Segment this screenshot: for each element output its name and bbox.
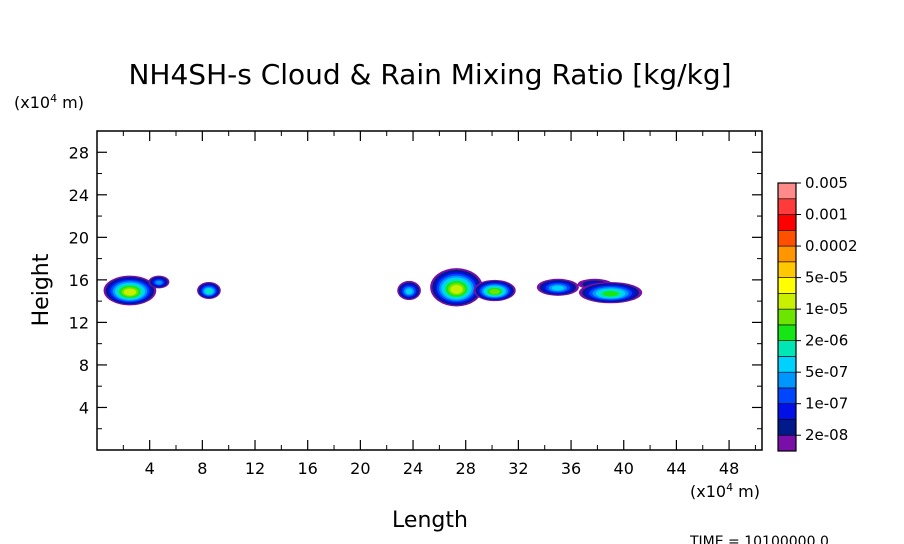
x-tick-label: 44 xyxy=(666,459,686,478)
y-tick-label: 8 xyxy=(79,356,89,375)
cloud-a xyxy=(103,275,157,306)
plot-frame xyxy=(96,130,763,451)
x-axis-unit: (x104 m) xyxy=(690,481,760,501)
cloud-contour xyxy=(155,280,163,285)
cloud-e xyxy=(430,268,483,307)
y-tick-label: 24 xyxy=(69,186,89,205)
x-axis-label: Length xyxy=(392,508,468,533)
x-tick-label: 36 xyxy=(561,459,581,478)
cloud-contour xyxy=(123,288,137,296)
cloud-d xyxy=(397,280,421,301)
colorbar-swatch xyxy=(777,229,797,247)
colorbar-frame xyxy=(777,182,797,452)
colorbar-swatch xyxy=(777,214,797,231)
x-tick-label: 32 xyxy=(508,459,528,478)
colorbar-swatch xyxy=(777,371,797,389)
cloud-b xyxy=(148,275,170,289)
x-tick-label: 48 xyxy=(719,459,739,478)
colorbar-swatch xyxy=(777,198,797,215)
colorbar-swatch xyxy=(777,308,797,326)
colorbar-swatch xyxy=(777,340,797,357)
y-axis-unit: (x104 m) xyxy=(14,92,84,112)
x-tick-label: 40 xyxy=(614,459,634,478)
x-tick-label: 12 xyxy=(245,459,265,478)
x-tick-label: 28 xyxy=(456,459,476,478)
y-tick-label: 20 xyxy=(69,228,89,247)
y-tick-label: 28 xyxy=(69,143,89,162)
cloud-i xyxy=(578,281,643,304)
colorbar-swatch xyxy=(777,434,797,452)
x-tick-label: 8 xyxy=(197,459,207,478)
cloud-contour xyxy=(489,289,500,295)
time-label: TIME = 10100000.0 xyxy=(689,534,829,544)
colorbar-label: 1e-05 xyxy=(805,300,848,318)
cloud-contour xyxy=(551,285,565,291)
colorbar-label: 2e-06 xyxy=(805,332,848,350)
cloud-layer xyxy=(103,268,643,307)
cloud-contour xyxy=(450,284,463,294)
colorbar-swatch xyxy=(777,277,797,294)
colorbar-swatch xyxy=(777,261,797,278)
colorbar-swatch xyxy=(777,403,797,420)
cloud-c xyxy=(197,281,221,300)
colorbar-swatch xyxy=(777,356,797,373)
x-tick-label: 4 xyxy=(145,459,155,478)
x-tick-label: 20 xyxy=(350,459,370,478)
y-tick-label: 4 xyxy=(79,398,89,417)
cloud-f xyxy=(473,279,516,302)
colorbar-label: 0.001 xyxy=(805,206,848,224)
colorbar-swatch xyxy=(777,293,797,310)
y-tick-label: 12 xyxy=(69,313,89,332)
cloud-contour xyxy=(205,289,213,294)
y-axis-label: Height xyxy=(29,253,54,326)
colorbar-label: 1e-07 xyxy=(805,395,848,413)
cloud-contour xyxy=(405,288,413,295)
colorbar-label: 5e-05 xyxy=(805,269,848,287)
colorbar-label: 5e-07 xyxy=(805,363,848,381)
x-tick-label: 24 xyxy=(403,459,423,478)
colorbar-swatch xyxy=(777,245,797,263)
colorbar-swatch xyxy=(777,419,797,436)
chart-title: NH4SH-s Cloud & Rain Mixing Ratio [kg/kg… xyxy=(128,58,731,91)
x-tick-label: 16 xyxy=(298,459,318,478)
colorbar-label: 0.0002 xyxy=(805,237,858,255)
y-tick-label: 16 xyxy=(69,271,89,290)
colorbar-label: 2e-08 xyxy=(805,426,848,444)
cloud-g xyxy=(536,278,579,296)
cloud-contour xyxy=(602,291,619,297)
colorbar-swatch xyxy=(777,182,797,200)
colorbar-swatch xyxy=(777,324,797,341)
colorbar-label: 0.005 xyxy=(805,174,848,192)
colorbar: 2e-08 1e-07 5e-07 2e-06 1e-05 5e-05 0.0002 0.00… xyxy=(777,174,858,452)
colorbar-swatch xyxy=(777,387,797,405)
